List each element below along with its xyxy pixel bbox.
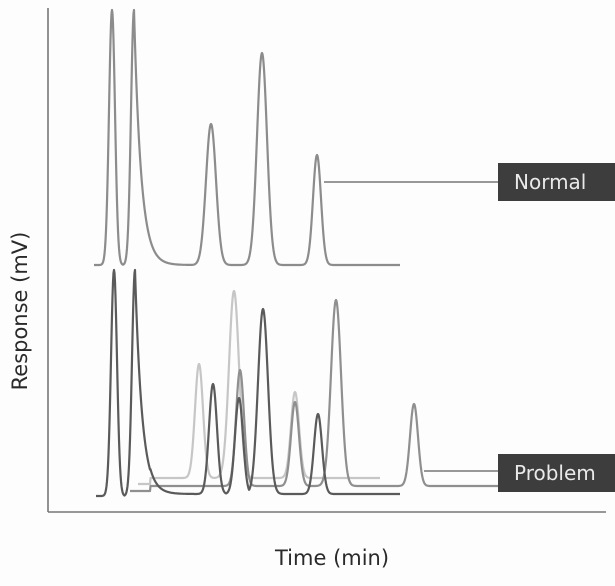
normal-trace-line xyxy=(93,8,401,267)
problem-trace-run-1 xyxy=(95,268,401,498)
problem-trace-run-2 xyxy=(129,298,499,493)
normal-trace-tag: Normal xyxy=(498,163,615,201)
x-axis-label: Time (min) xyxy=(275,546,390,570)
problem-trace-run-3 xyxy=(137,289,381,486)
y-axis-label: Response (mV) xyxy=(8,231,32,391)
problem-trace-tag: Problem xyxy=(498,454,615,492)
